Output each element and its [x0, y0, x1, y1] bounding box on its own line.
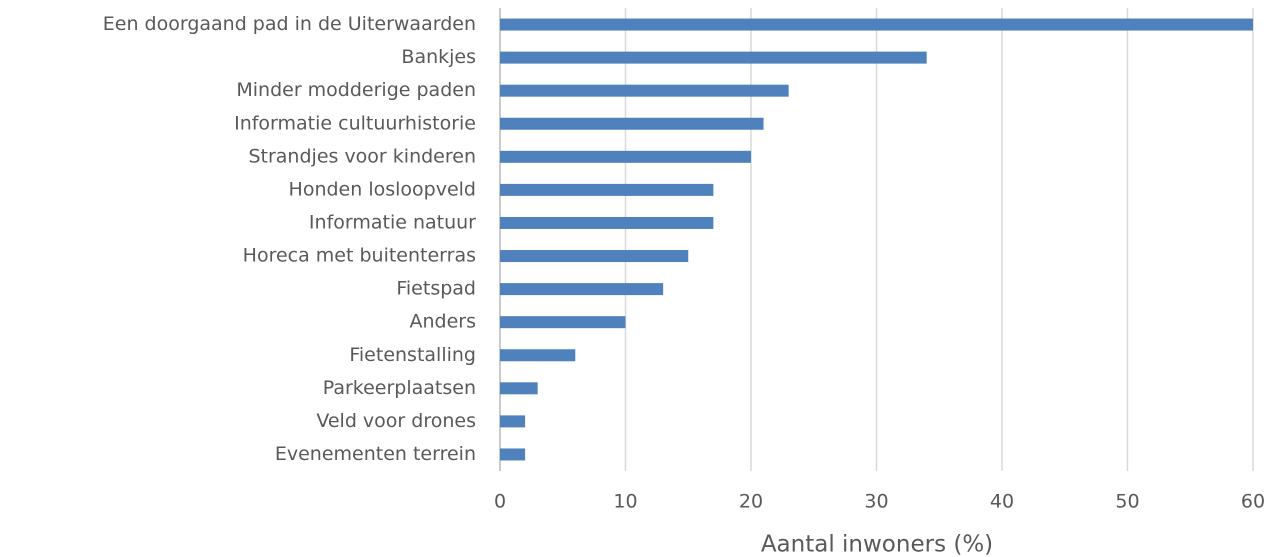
bar [500, 415, 526, 428]
y-tick-label: Veld voor drones [316, 410, 476, 432]
bar [500, 216, 714, 229]
x-tick-label: 50 [1115, 491, 1139, 513]
y-tick-label: Evenementen terrein [275, 443, 476, 465]
bar [500, 316, 626, 329]
bar [500, 250, 689, 263]
y-tick-label: Fietspad [396, 278, 476, 300]
bar [500, 117, 764, 130]
x-tick-label: 10 [613, 491, 637, 513]
x-tick-label: 20 [739, 491, 763, 513]
bar [500, 183, 714, 196]
bar [500, 150, 751, 163]
y-tick-label: Anders [410, 311, 477, 333]
bar [500, 18, 1253, 31]
y-tick-label: Horeca met buitenterras [243, 245, 476, 267]
bar [500, 51, 927, 64]
bar [500, 283, 664, 296]
y-tick-label: Fietenstalling [349, 344, 476, 366]
x-axis-title: Aantal inwoners (%) [761, 532, 993, 557]
bar [500, 448, 526, 461]
bar [500, 84, 789, 97]
y-tick-label: Bankjes [401, 46, 476, 68]
y-tick-label: Informatie cultuurhistorie [234, 112, 476, 134]
y-tick-label: Informatie natuur [309, 211, 476, 233]
bar [500, 349, 576, 362]
y-tick-label: Strandjes voor kinderen [248, 145, 476, 167]
y-tick-label: Een doorgaand pad in de Uiterwaarden [103, 13, 476, 35]
x-tick-label: 60 [1241, 491, 1265, 513]
bar [500, 382, 538, 395]
x-tick-label: 40 [990, 491, 1014, 513]
y-tick-label: Minder modderige paden [236, 79, 476, 101]
x-tick-label: 30 [864, 491, 888, 513]
x-tick-label: 0 [494, 491, 506, 513]
y-tick-label: Parkeerplaatsen [323, 377, 476, 399]
y-tick-label: Honden losloopveld [289, 178, 476, 200]
